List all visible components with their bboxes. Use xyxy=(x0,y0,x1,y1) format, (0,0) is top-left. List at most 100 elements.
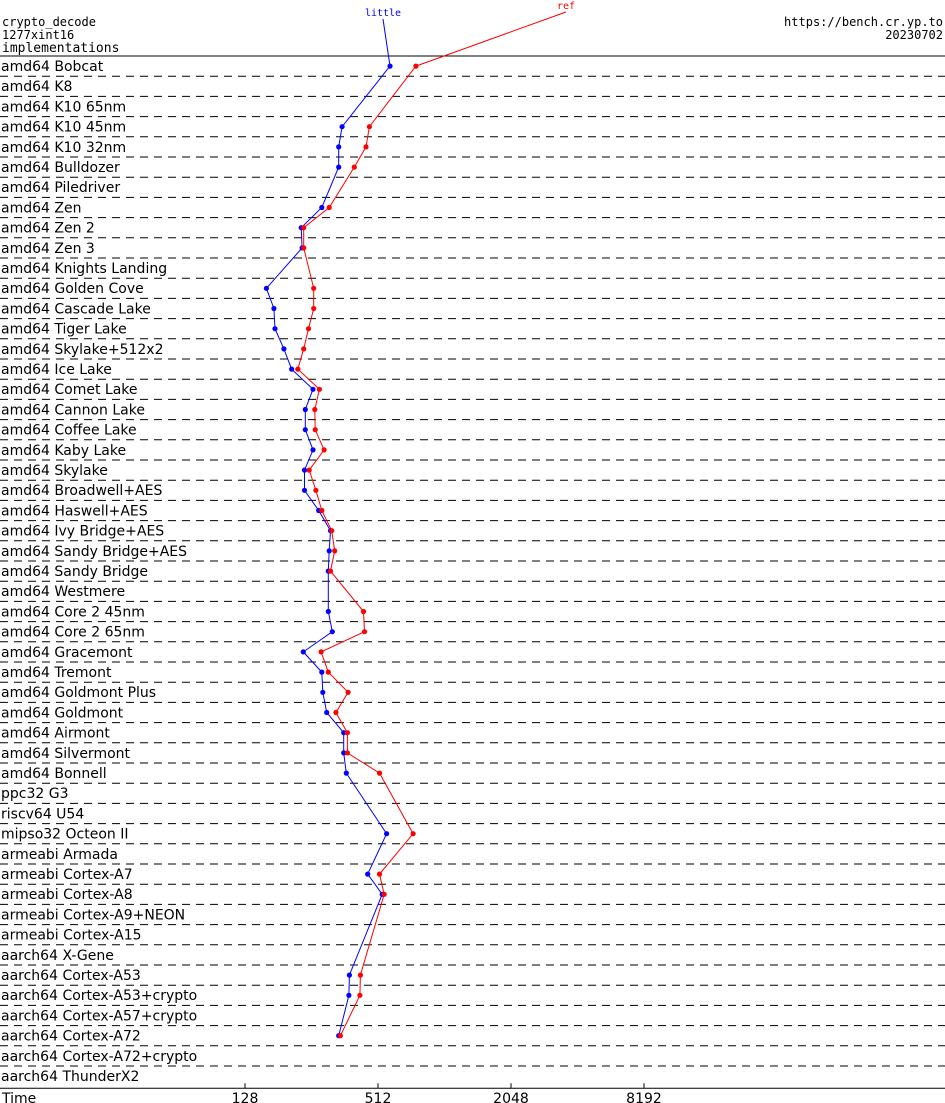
row-label: amd64 K10 65nm xyxy=(1,99,126,115)
row-label: amd64 Silvermont xyxy=(1,746,131,762)
row-label: armeabi Cortex-A9+NEON xyxy=(1,907,185,923)
data-point-little xyxy=(346,992,352,998)
series-name-little: little xyxy=(365,8,401,19)
x-tick-label: 2048 xyxy=(493,1091,529,1103)
data-point-little xyxy=(289,366,295,372)
row-label: amd64 Cascade Lake xyxy=(1,301,151,317)
data-point-ref xyxy=(351,164,357,170)
data-point-little xyxy=(343,770,349,776)
data-point-ref xyxy=(312,427,318,433)
data-point-ref xyxy=(301,245,307,251)
row-label: amd64 Knights Landing xyxy=(1,261,167,277)
data-point-little xyxy=(324,709,330,716)
row-label: amd64 Tiger Lake xyxy=(1,322,127,338)
data-point-ref xyxy=(381,891,387,897)
data-point-ref xyxy=(319,507,325,514)
data-point-ref xyxy=(313,487,319,493)
data-point-little xyxy=(346,972,352,978)
data-point-little xyxy=(319,669,325,675)
row-label: armeabi Cortex-A7 xyxy=(1,867,133,883)
data-point-little xyxy=(300,649,306,655)
data-point-ref xyxy=(345,689,351,695)
data-point-ref xyxy=(363,144,369,150)
data-point-ref xyxy=(376,871,383,877)
data-point-ref xyxy=(316,386,322,392)
row-label: amd64 Bonnell xyxy=(1,766,107,782)
row-label: amd64 Core 2 65nm xyxy=(1,625,145,641)
data-point-little xyxy=(320,689,326,695)
data-point-little xyxy=(329,629,335,635)
column-heading: implementations xyxy=(2,41,120,56)
row-label: amd64 Zen 2 xyxy=(1,221,95,237)
data-point-ref xyxy=(326,204,332,211)
data-point-ref xyxy=(410,831,416,837)
data-point-little xyxy=(341,750,347,756)
data-point-ref xyxy=(318,649,324,655)
data-point-ref xyxy=(357,992,363,998)
row-label: aarch64 X-Gene xyxy=(1,948,114,964)
row-label: amd64 Westmere xyxy=(1,584,125,600)
row-label: amd64 Sandy Bridge+AES xyxy=(1,544,187,560)
data-point-little xyxy=(263,285,269,291)
data-point-little xyxy=(301,467,308,473)
row-label: amd64 Golden Cove xyxy=(1,281,144,297)
row-label: amd64 Skylake+512x2 xyxy=(1,342,163,358)
row-label: ppc32 G3 xyxy=(1,786,69,802)
data-point-ref xyxy=(333,709,339,716)
row-label: amd64 Skylake xyxy=(1,463,108,479)
row-label: amd64 Gracemont xyxy=(1,645,133,661)
data-point-little xyxy=(336,164,342,170)
data-point-little xyxy=(272,326,278,332)
row-label: amd64 Tremont xyxy=(1,665,112,681)
row-label: armeabi Cortex-A15 xyxy=(1,928,142,944)
row-label: aarch64 Cortex-A72+crypto xyxy=(1,1049,197,1065)
series-line-ref xyxy=(297,65,417,1036)
data-point-little xyxy=(310,447,316,453)
data-point-ref xyxy=(344,750,350,756)
data-point-ref xyxy=(306,467,312,473)
data-point-little xyxy=(319,204,325,211)
data-point-ref xyxy=(360,608,367,615)
row-label: amd64 K8 xyxy=(1,79,72,95)
row-label: armeabi Armada xyxy=(1,847,118,863)
x-tick-label: 512 xyxy=(365,1091,392,1103)
data-point-little xyxy=(281,346,287,352)
data-point-ref xyxy=(311,285,317,291)
series-leader-ref xyxy=(415,11,567,67)
row-label: amd64 Zen 3 xyxy=(1,241,95,257)
data-point-little xyxy=(326,548,332,554)
row-label: amd64 Zen xyxy=(1,200,81,216)
row-label: amd64 Ivy Bridge+AES xyxy=(1,524,164,540)
row-label: mipso32 Octeon II xyxy=(1,827,129,843)
data-point-ref xyxy=(327,568,334,574)
primitive-name: crypto_decode xyxy=(2,15,96,29)
row-label: armeabi Cortex-A8 xyxy=(1,887,133,903)
x-tick-label: 128 xyxy=(232,1091,259,1103)
data-point-little xyxy=(384,831,390,837)
row-label: amd64 Coffee Lake xyxy=(1,423,137,439)
series-leader-little xyxy=(382,18,391,67)
row-label: amd64 Bulldozer xyxy=(1,160,120,176)
data-point-ref xyxy=(366,124,372,130)
source-url[interactable]: https://bench.cr.yp.to xyxy=(784,15,943,29)
row-label: riscv64 U54 xyxy=(1,806,84,822)
row-label: amd64 Kaby Lake xyxy=(1,443,126,459)
row-label: amd64 Haswell+AES xyxy=(1,503,148,519)
data-point-ref xyxy=(361,629,368,635)
row-label: aarch64 Cortex-A53+crypto xyxy=(1,988,197,1004)
data-point-little xyxy=(336,144,342,150)
row-label: amd64 K10 32nm xyxy=(1,140,126,156)
series-name-ref: ref xyxy=(557,1,575,12)
data-point-little xyxy=(302,406,308,413)
data-point-little xyxy=(271,305,277,312)
data-point-ref xyxy=(325,669,331,675)
row-label: amd64 Comet Lake xyxy=(1,382,138,398)
data-point-little xyxy=(365,871,371,877)
data-point-ref xyxy=(376,770,383,776)
row-label: amd64 K10 45nm xyxy=(1,120,126,136)
row-label: amd64 Bobcat xyxy=(1,59,104,75)
data-point-ref xyxy=(329,528,335,534)
data-point-ref xyxy=(337,1033,343,1039)
data-point-ref xyxy=(413,63,419,69)
